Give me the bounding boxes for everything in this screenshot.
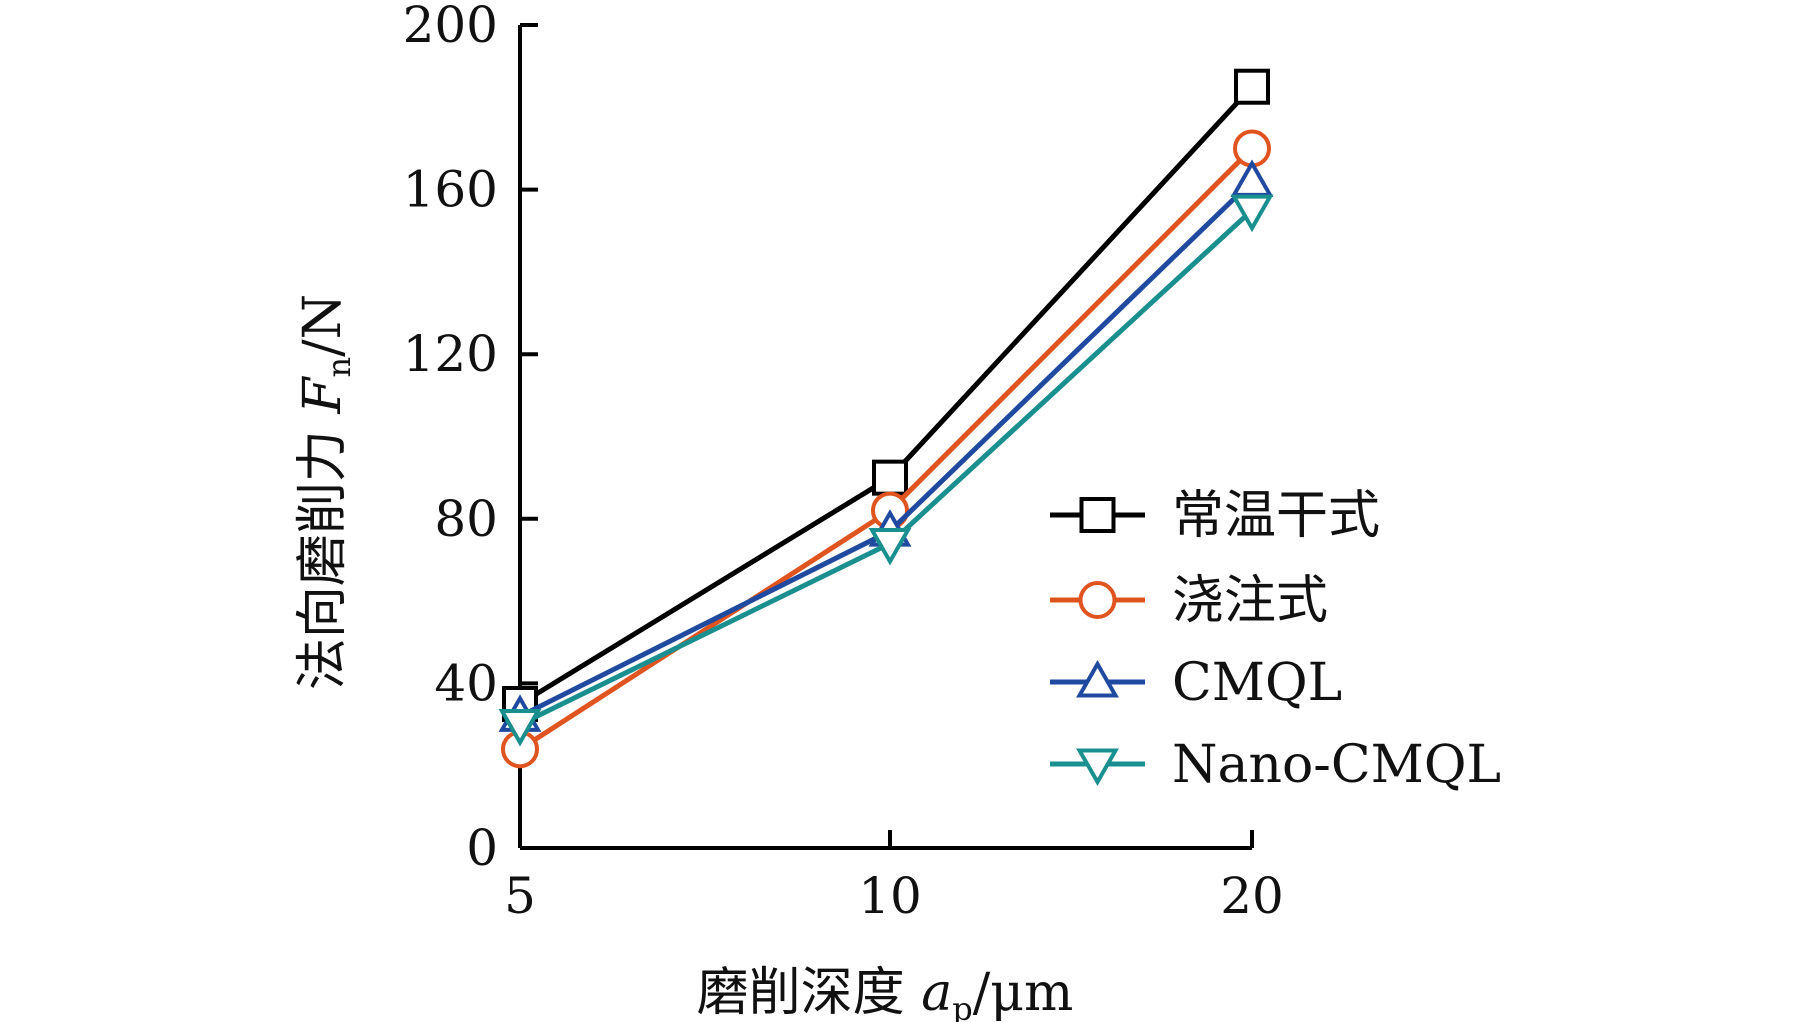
x-tick-label: 20 <box>1220 867 1284 925</box>
triangle-up-marker <box>1230 159 1274 197</box>
square-marker <box>1079 497 1116 533</box>
triangle-up-marker <box>1076 659 1119 698</box>
x-axis-title-var: a <box>921 963 952 1022</box>
legend-item-2: 浇注式 <box>1050 571 1328 631</box>
x-tick-label: 10 <box>858 867 922 925</box>
triangle-down-marker <box>1076 748 1119 787</box>
x-tick-label: 5 <box>504 867 536 925</box>
legend-item-3: CMQL <box>1050 653 1342 713</box>
legend-label: 浇注式 <box>1172 571 1328 631</box>
triangle-down-marker <box>868 527 912 566</box>
legend-label: 常温干式 <box>1172 486 1380 546</box>
y-axis-title-var: F <box>293 376 353 415</box>
axes <box>518 25 1252 850</box>
series-2 <box>501 129 1271 769</box>
triangle-down-marker <box>498 709 542 747</box>
axis-ticks: 0 40 80 120 160 200 5 10 20 <box>403 0 1284 925</box>
y-axis-title-main: 法向磨削力 <box>293 414 353 691</box>
y-tick-label: 80 <box>434 490 498 548</box>
series-1 <box>502 68 1270 722</box>
y-tick-label: 200 <box>403 0 498 54</box>
x-axis-title-unit: /μm <box>973 963 1074 1022</box>
series-line <box>518 85 1254 707</box>
triangle-down-marker <box>1230 194 1274 233</box>
square-marker <box>872 459 908 496</box>
x-axis-title-main: 磨削深度 <box>697 963 922 1022</box>
x-axis-title: 磨削深度 ap/μm <box>697 963 1074 1022</box>
legend-label: CMQL <box>1172 653 1342 713</box>
legend-item-1: 常温干式 <box>1050 486 1380 546</box>
y-axis-title-unit: /N <box>293 294 353 357</box>
y-tick-label: 120 <box>403 325 498 383</box>
square-marker <box>1234 68 1270 105</box>
y-tick-label: 40 <box>434 654 498 712</box>
y-tick-label: 160 <box>403 161 498 219</box>
legend-label: Nano-CMQL <box>1172 735 1501 795</box>
y-tick-label: 0 <box>466 819 498 877</box>
x-axis-title-sub: p <box>952 990 972 1022</box>
series-layer <box>498 68 1274 769</box>
y-axis-title-sub: n <box>320 357 358 378</box>
y-axis-title: 法向磨削力 Fn/N <box>293 294 358 690</box>
series-4 <box>498 194 1274 747</box>
legend-item-4: Nano-CMQL <box>1050 735 1501 795</box>
circle-marker <box>1078 581 1117 619</box>
